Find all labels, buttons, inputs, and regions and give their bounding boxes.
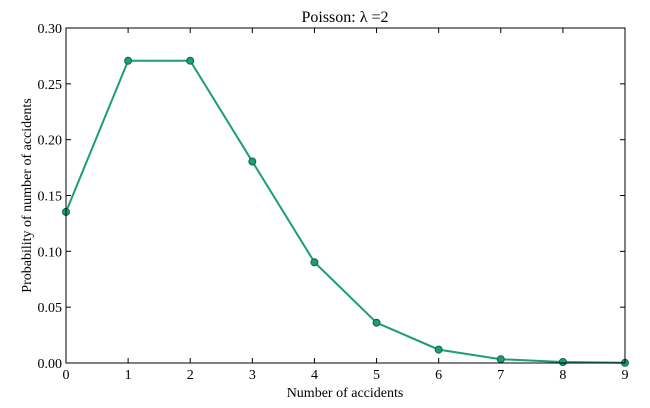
x-tick-label: 5 <box>373 368 380 383</box>
data-point <box>248 157 257 166</box>
data-point <box>372 318 381 327</box>
x-tick-label: 4 <box>311 368 318 383</box>
x-tick-label: 1 <box>125 368 132 383</box>
data-point <box>124 56 133 65</box>
y-tick-label: 0.20 <box>38 134 63 149</box>
plot-frame <box>65 27 626 364</box>
data-point <box>434 345 443 354</box>
x-tick-label: 9 <box>622 368 629 383</box>
x-tick-label: 7 <box>497 368 504 383</box>
x-tick-label: 6 <box>435 368 442 383</box>
x-tick-label: 3 <box>249 368 256 383</box>
y-tick-label: 0.05 <box>38 301 63 316</box>
x-tick-label: 2 <box>187 368 194 383</box>
y-tick-label: 0.00 <box>38 357 63 372</box>
data-point <box>310 258 319 267</box>
y-tick-label: 0.10 <box>38 245 63 260</box>
x-tick-label: 8 <box>559 368 566 383</box>
series-line <box>65 59 626 364</box>
y-tick-label: 0.15 <box>38 190 63 205</box>
y-tick-label: 0.30 <box>38 22 63 37</box>
data-point <box>558 357 567 366</box>
data-point <box>186 56 195 65</box>
chart-title: Poisson: λ =2 <box>301 9 388 26</box>
y-tick-label: 0.25 <box>38 78 63 93</box>
x-tick-label: 0 <box>63 368 70 383</box>
x-axis-label: Number of accidents <box>287 386 404 401</box>
y-axis-label: Probability of number of accidents <box>20 98 35 292</box>
data-point <box>496 355 505 364</box>
